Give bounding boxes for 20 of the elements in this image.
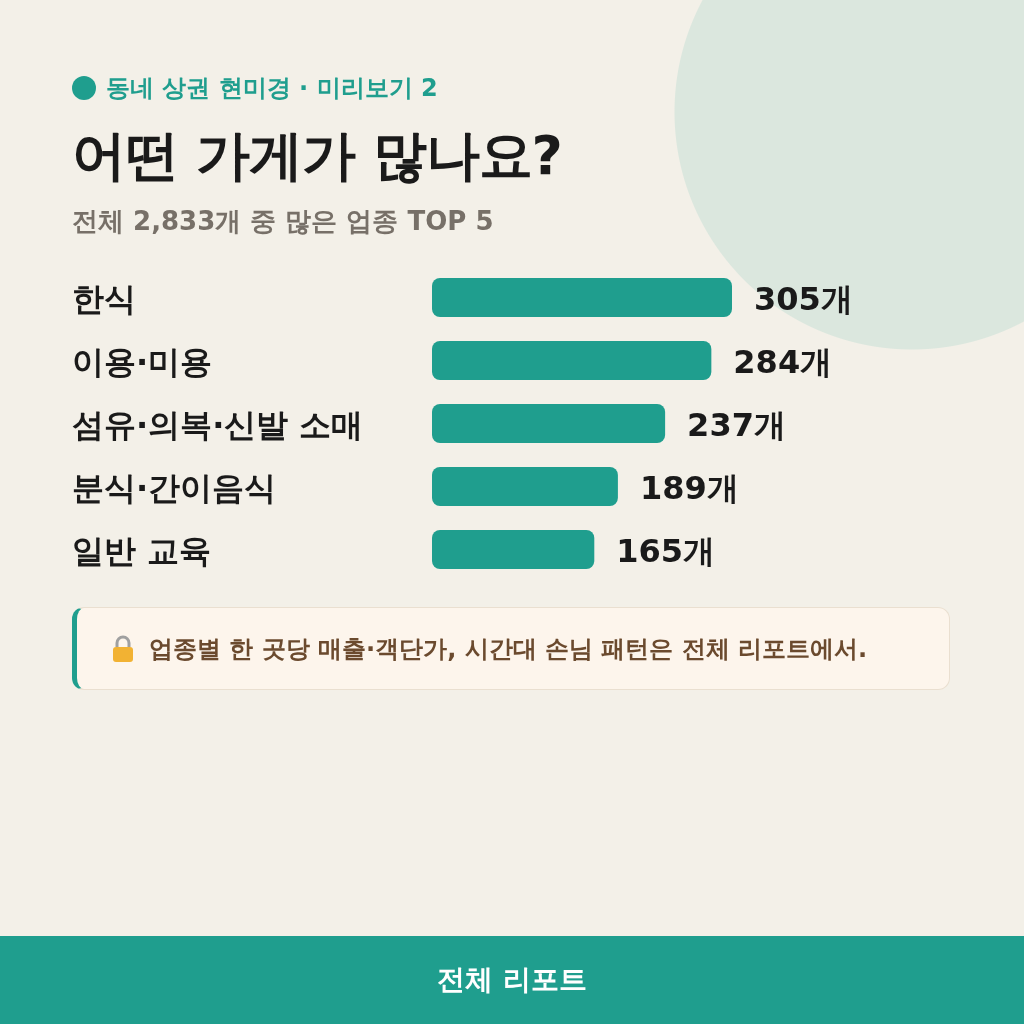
y-tick-label: 섬유·의복·신발 소매 (72, 405, 364, 444)
y-tick-label: 한식 (72, 279, 136, 318)
bar (432, 278, 732, 317)
y-tick-label: 일반 교육 (72, 531, 212, 570)
bar (432, 530, 595, 569)
y-tick-label: 분식·간이음식 (72, 468, 277, 507)
data-label: 165개 (616, 531, 716, 570)
data-label: 189개 (639, 468, 739, 507)
y-tick-label: 이용·미용 (72, 342, 213, 381)
text: 동네 상권 현미경 · 미리보기 2 (106, 73, 438, 104)
data-label: 237개 (687, 405, 786, 444)
bar (432, 467, 618, 506)
data-label: 284개 (733, 342, 833, 381)
chart-title: 어떤 가게가 많나요? (72, 123, 562, 189)
data-label: 305개 (754, 279, 853, 318)
chart-subtitle: 전체 2,833개 중 많은 업종 TOP 5 (72, 205, 494, 238)
text: 전체 리포트 (437, 962, 587, 998)
text: 업종별 한 곳당 매출·객단가, 시간대 손님 패턴은 전체 리포트에서. (149, 633, 868, 665)
bar (432, 341, 712, 380)
bar (432, 404, 666, 443)
